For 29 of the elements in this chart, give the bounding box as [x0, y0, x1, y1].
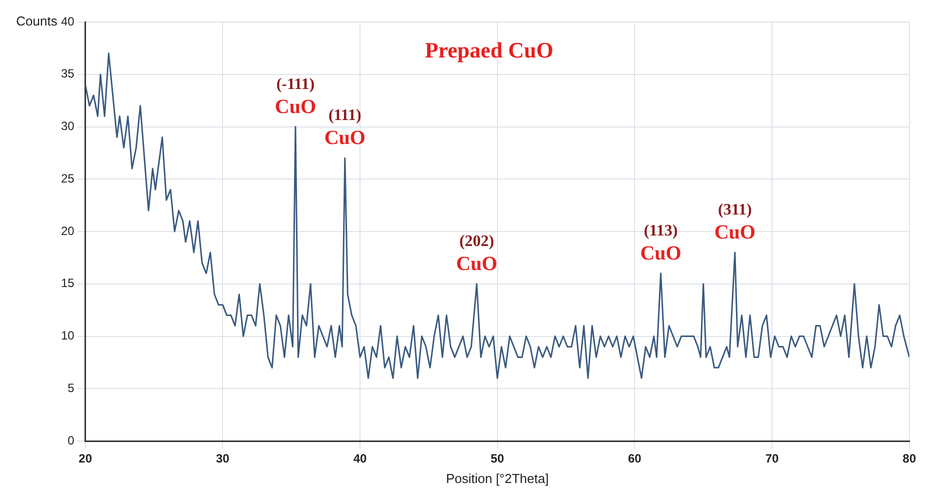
y-axis-title: Counts [16, 14, 58, 29]
x-axis-title: Position [°2Theta] [446, 470, 549, 486]
y-tick-label: 15 [60, 276, 75, 290]
annotation: CuO [640, 242, 682, 264]
y-tick-label: 35 [60, 66, 75, 81]
x-tick-label: 40 [353, 452, 367, 466]
x-tick-label: 30 [216, 452, 230, 466]
y-tick-label: 10 [60, 328, 75, 343]
annotation: (-111) [276, 76, 315, 93]
y-tick-label: 5 [68, 380, 75, 395]
annotation: CuO [274, 96, 316, 118]
y-tick-label: 20 [60, 224, 75, 238]
annotation: CuO [324, 127, 366, 150]
y-tick-label: 30 [60, 119, 75, 134]
x-tick-label: 60 [628, 452, 642, 466]
x-tick-label: 50 [490, 452, 504, 466]
annotation: (111) [328, 107, 362, 124]
annotation: (311) [718, 201, 752, 218]
y-tick-label: 40 [60, 14, 75, 28]
annotation: CuO [456, 252, 498, 275]
x-tick-label: 80 [902, 452, 916, 466]
annotation: CuO [714, 221, 756, 244]
x-tick-label: 70 [765, 452, 779, 466]
x-tick-label: 20 [78, 452, 92, 466]
text: Prepaed CuO [424, 38, 554, 63]
y-tick-label: 0 [68, 433, 75, 448]
y-tick-label: 25 [60, 171, 75, 186]
annotation: (113) [644, 222, 678, 240]
annotation: (202) [459, 232, 494, 250]
